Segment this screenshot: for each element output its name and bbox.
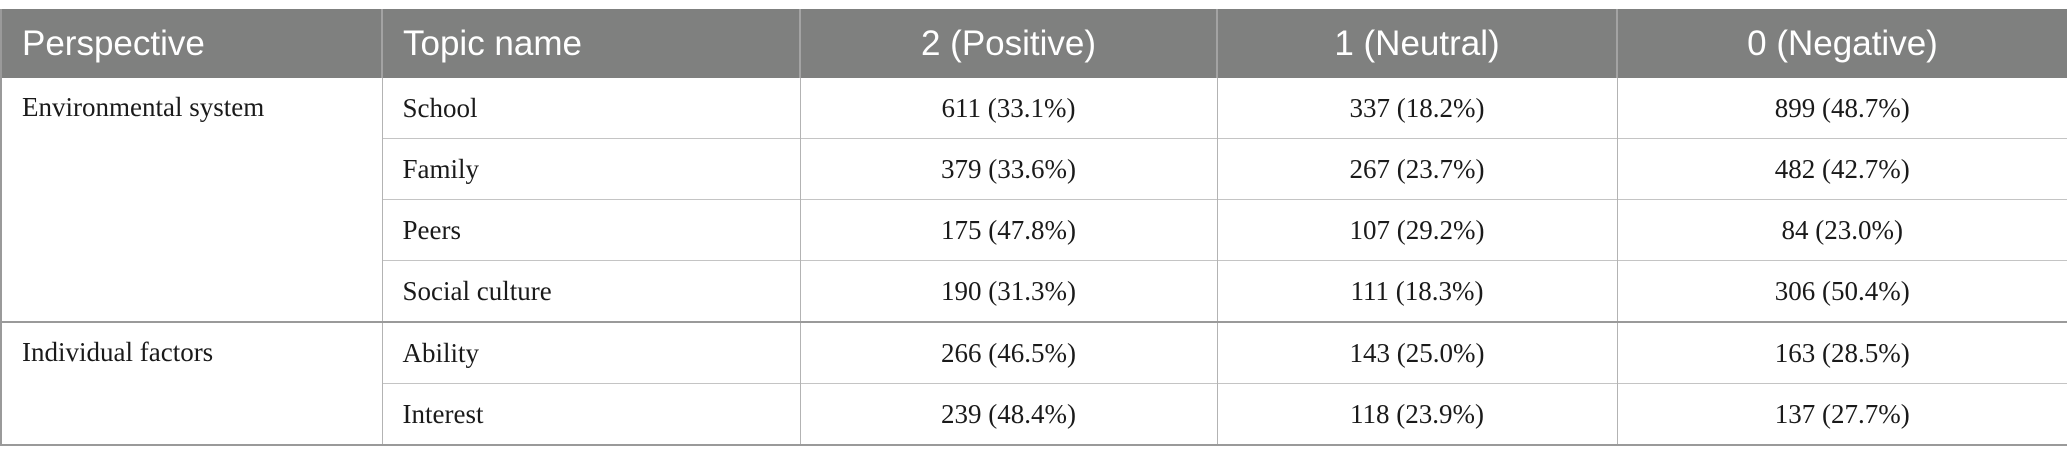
neutral-cell: 107 (29.2%) [1217, 199, 1618, 261]
table-row: Social culture 190 (31.3%) 111 (18.3%) 3… [1, 260, 2067, 322]
topic-cell: Social culture [382, 260, 801, 322]
topic-cell: School [382, 78, 801, 139]
header-row: Perspective Topic name 2 (Positive) 1 (N… [1, 9, 2067, 78]
positive-cell: 379 (33.6%) [800, 138, 1218, 200]
negative-cell: 482 (42.7%) [1617, 138, 2067, 200]
positive-cell: 190 (31.3%) [800, 260, 1218, 322]
positive-cell: 266 (46.5%) [800, 321, 1218, 384]
negative-cell: 306 (50.4%) [1617, 260, 2067, 322]
negative-cell: 899 (48.7%) [1774, 92, 1910, 123]
positive-cell: 611 (33.1%) [800, 78, 1218, 139]
negative-cell: 163 (28.5%) [1617, 321, 2067, 384]
table-row: Interest 239 (48.4%) 118 (23.9%) 137 (27… [1, 383, 2067, 445]
topic-cell: Ability [382, 321, 801, 384]
negative-cell: 84 (23.0%) [1617, 199, 2067, 261]
neutral-cell: 111 (18.3%) [1217, 260, 1618, 322]
positive-cell: 239 (48.4%) [800, 383, 1218, 445]
table-row: Family 379 (33.6%) 267 (23.7%) 482 (42.7… [1, 138, 2067, 200]
perspective-cell: Environmental system [1, 78, 383, 322]
topic-cell: Family [382, 138, 801, 200]
neutral-cell: 118 (23.9%) [1217, 383, 1618, 445]
positive-cell: 175 (47.8%) [800, 199, 1218, 261]
negative-cell: 137 (27.7%) [1617, 383, 2067, 445]
topic-cell: Peers [382, 199, 801, 261]
neutral-cell: 267 (23.7%) [1217, 138, 1618, 200]
neutral-cell: 143 (25.0%) [1217, 321, 1618, 384]
header-neutral: 1 (Neutral) [1217, 9, 1618, 78]
table-row: Individual factors Ability 266 (46.5%) 1… [1, 321, 2067, 445]
header-perspective: Perspective [1, 9, 383, 78]
header-negative: 0 (Negative) [1617, 9, 2067, 78]
perspective-cell: Individual factors [1, 321, 383, 445]
topic-sentiment-table-container: Perspective Topic name 2 (Positive) 1 (N… [0, 9, 2067, 446]
topic-cell: Interest [382, 383, 801, 445]
table-body: Environmental system School 611 (33.1%) … [1, 78, 2067, 445]
neutral-cell: 337 (18.2%) [1217, 78, 1618, 139]
table-row: Environmental system School 611 (33.1%) … [1, 78, 2067, 322]
table-row: Peers 175 (47.8%) 107 (29.2%) 84 (23.0%) [1, 199, 2067, 261]
table-header: Perspective Topic name 2 (Positive) 1 (N… [1, 9, 2067, 78]
header-positive: 2 (Positive) [800, 9, 1218, 78]
topic-sentiment-table: Perspective Topic name 2 (Positive) 1 (N… [0, 9, 2067, 446]
header-topic-name: Topic name [382, 9, 801, 78]
